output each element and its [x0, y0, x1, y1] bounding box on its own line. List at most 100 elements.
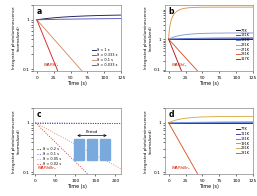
191K [205, 121, 208, 123]
271K [231, 6, 234, 8]
131K [189, 38, 192, 40]
δ = 0.2 s [34, 122, 37, 124]
271K [205, 6, 208, 8]
111K [182, 122, 185, 124]
191K [167, 122, 170, 124]
317K [224, 178, 227, 180]
δ = 0.333 s [50, 18, 53, 21]
δ = 0.033 s [92, 156, 95, 159]
δ = 1 s [35, 19, 38, 21]
271K [182, 7, 185, 10]
317K [167, 38, 170, 40]
δ = 0.2 s [89, 122, 92, 124]
181K [167, 38, 170, 40]
δ = 0.2 s [120, 122, 123, 124]
Text: MAPbI₃: MAPbI₃ [172, 63, 187, 67]
317K [231, 195, 234, 196]
77K [182, 38, 185, 40]
231K [182, 117, 185, 120]
δ = 0.05 s [108, 161, 111, 164]
231K [224, 32, 227, 34]
δ = 0.033 s [85, 140, 88, 142]
δ = 0.2 s [86, 122, 89, 124]
δ = 0.033 s [57, 72, 60, 74]
Line: δ = 0.02 s: δ = 0.02 s [35, 123, 121, 196]
δ = 0.1 s [108, 122, 111, 125]
131K [205, 38, 208, 40]
Text: c: c [37, 110, 42, 119]
Text: MAPbI₃: MAPbI₃ [44, 63, 59, 67]
δ = 0.1 s [50, 35, 53, 38]
Text: a: a [37, 7, 42, 16]
Line: 181K: 181K [169, 122, 253, 123]
77K [231, 38, 234, 40]
231K [231, 115, 234, 118]
δ = 0.02 s [84, 170, 87, 173]
Y-axis label: Integrated photoluminescence
(normalized): Integrated photoluminescence (normalized… [144, 110, 153, 172]
δ = 0.033 s [50, 55, 53, 57]
111K [205, 122, 208, 124]
231K [217, 115, 220, 118]
281K [252, 131, 255, 133]
191K [231, 121, 234, 123]
281K [205, 189, 208, 191]
δ = 0.05 s [86, 150, 89, 152]
δ = 0.1 s [120, 114, 123, 117]
Line: 181K: 181K [169, 38, 253, 39]
181K [252, 121, 255, 124]
δ = 0.05 s [34, 122, 37, 124]
77K [167, 122, 170, 124]
Line: 231K: 231K [169, 116, 253, 123]
δ = 0.1 s [85, 75, 88, 77]
δ = 0.1 s [86, 122, 89, 124]
Y-axis label: Integrated photoluminescence
(normalized): Integrated photoluminescence (normalized… [12, 7, 21, 69]
281K [182, 148, 185, 150]
δ = 0.02 s [89, 175, 92, 177]
181K [182, 122, 185, 124]
δ = 1 s [85, 15, 88, 17]
Line: 191K: 191K [169, 122, 253, 123]
Line: 271K: 271K [169, 7, 253, 39]
δ = 0.05 s [99, 157, 102, 159]
231K [205, 32, 208, 34]
δ = 0.05 s [84, 148, 87, 151]
Line: δ = 0.033 s: δ = 0.033 s [37, 20, 121, 196]
181K [189, 122, 192, 124]
271K [217, 6, 220, 8]
281K [189, 160, 192, 162]
281K [217, 93, 220, 95]
271K [189, 6, 192, 9]
111K [231, 122, 234, 124]
77K [182, 122, 185, 124]
δ = 0.1 s [92, 83, 95, 85]
δ = 0.02 s [39, 127, 42, 129]
X-axis label: Time (s): Time (s) [67, 81, 87, 86]
Line: δ = 0.05 s: δ = 0.05 s [35, 123, 121, 169]
δ = 0.1 s [120, 122, 123, 125]
δ = 0.1 s [39, 122, 42, 124]
77K [231, 122, 234, 124]
Y-axis label: Integrated photoluminescence
(normalized): Integrated photoluminescence (normalized… [12, 110, 21, 172]
191K [217, 121, 220, 123]
δ = 1 s [74, 15, 77, 18]
δ = 0.333 s [92, 18, 95, 20]
Line: δ = 0.333 s: δ = 0.333 s [37, 19, 121, 20]
δ = 0.2 s [108, 122, 111, 124]
77K [205, 122, 208, 124]
131K [252, 38, 255, 40]
δ = 0.2 s [84, 122, 87, 124]
δ = 1 s [92, 15, 95, 17]
δ = 0.333 s [85, 18, 88, 20]
181K [224, 37, 227, 39]
111K [167, 122, 170, 124]
δ = 0.02 s [99, 185, 102, 188]
X-axis label: Time (s): Time (s) [199, 184, 219, 189]
δ = 0.02 s [108, 194, 111, 196]
181K [252, 37, 255, 39]
77K [224, 122, 227, 124]
Line: δ = 0.1 s: δ = 0.1 s [37, 20, 121, 115]
δ = 0.1 s [74, 62, 77, 64]
δ = 0.1 s [35, 19, 38, 21]
231K [205, 116, 208, 118]
δ = 0.1 s [84, 122, 87, 124]
